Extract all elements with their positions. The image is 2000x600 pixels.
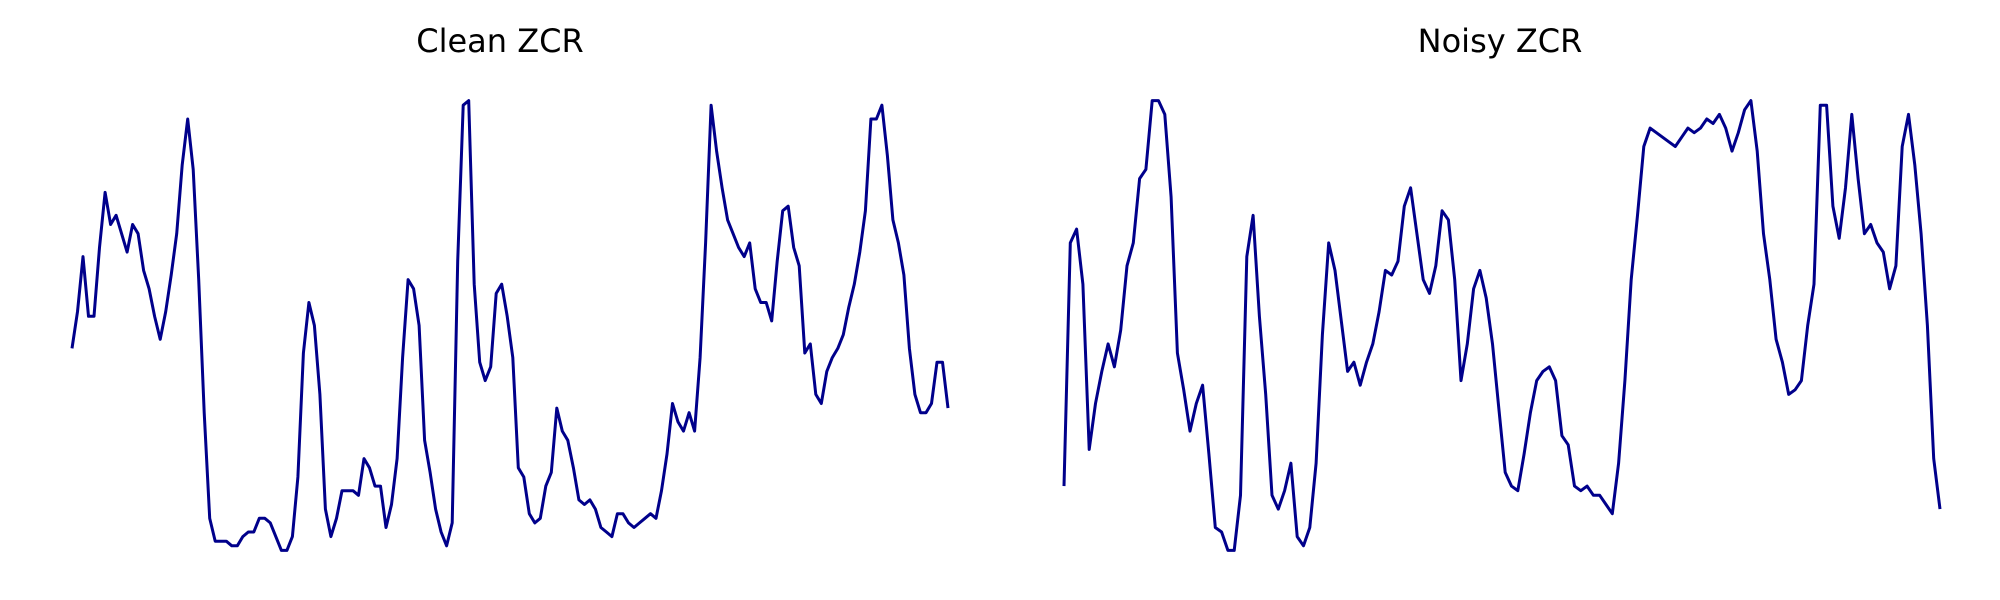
series-line-1-0 xyxy=(1062,99,1942,552)
series-line-0-0 xyxy=(70,99,950,552)
chart-title-noisy: Noisy ZCR xyxy=(1417,22,1583,60)
chart-title-clean: Clean ZCR xyxy=(416,22,584,60)
chart-plot-clean xyxy=(70,99,950,552)
chart-plot-noisy xyxy=(1062,99,1942,552)
chart-panel-noisy: Noisy ZCR xyxy=(1000,0,2000,600)
chart-panel-clean: Clean ZCR xyxy=(70,22,950,552)
